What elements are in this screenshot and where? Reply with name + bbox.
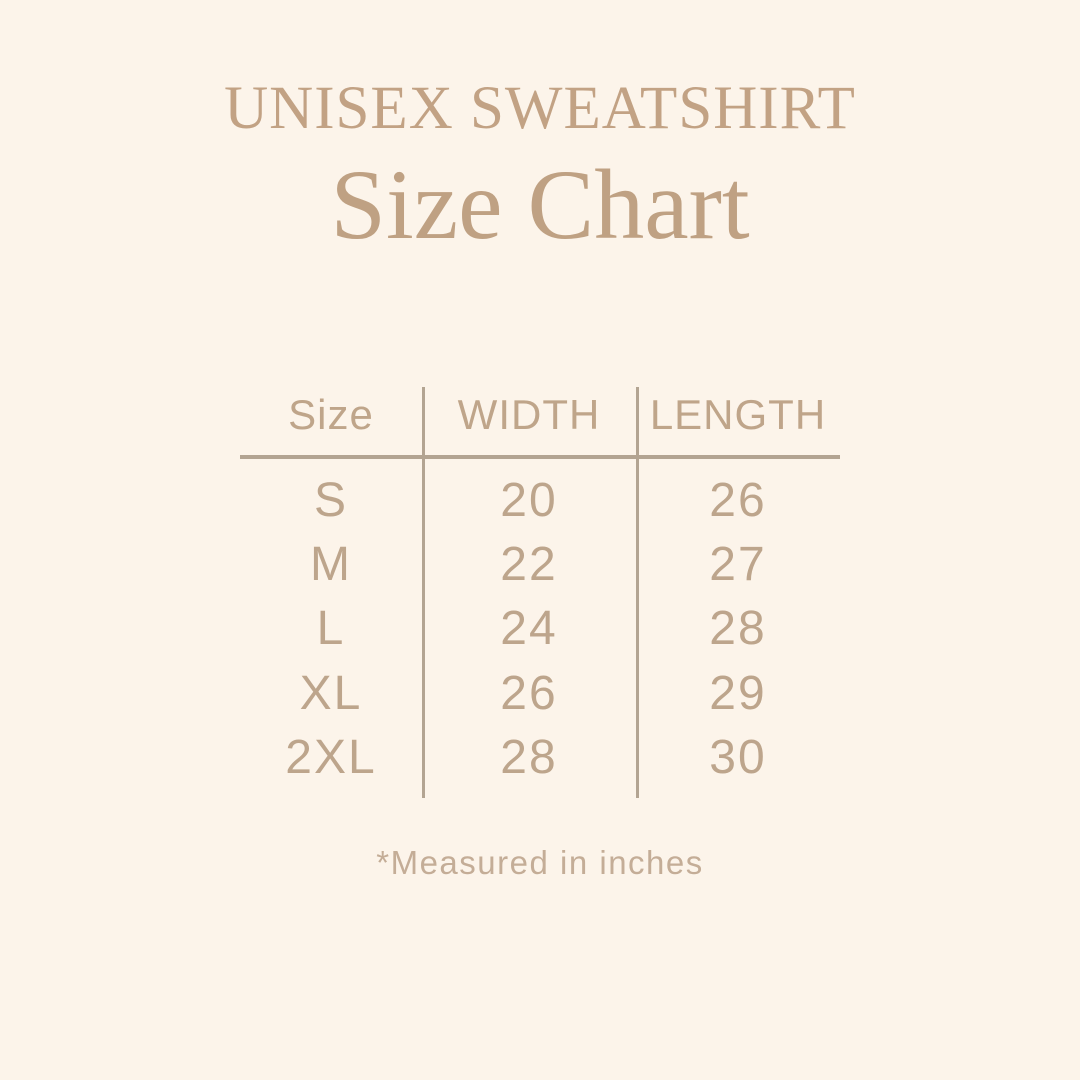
table-row: L 24 28 xyxy=(240,597,840,661)
length-cell: 26 xyxy=(709,473,767,527)
column-divider-2 xyxy=(636,387,639,798)
table-row: S 20 26 xyxy=(240,468,840,532)
width-cell: 28 xyxy=(500,730,558,784)
size-cell: XL xyxy=(299,666,363,720)
table-body: S 20 26 M 22 27 L 24 28 XL 26 29 2XL 28 … xyxy=(240,459,840,789)
length-cell: 27 xyxy=(709,537,767,591)
length-cell: 29 xyxy=(709,666,767,720)
width-cell: 20 xyxy=(500,473,558,527)
page-subtitle: Size Chart xyxy=(330,149,750,260)
size-cell: S xyxy=(313,473,348,527)
column-header-length: LENGTH xyxy=(649,391,827,438)
width-cell: 24 xyxy=(500,602,558,656)
column-divider-1 xyxy=(422,387,425,798)
header-underline xyxy=(240,455,840,459)
table-row: XL 26 29 xyxy=(240,661,840,725)
page-title: UNISEX SWEATSHIRT xyxy=(224,75,856,142)
table-row: M 22 27 xyxy=(240,532,840,596)
measurement-footnote: *Measured in inches xyxy=(376,844,704,881)
column-header-width: WIDTH xyxy=(457,391,601,438)
width-cell: 22 xyxy=(500,537,558,591)
size-chart-table: Size WIDTH LENGTH S 20 26 M 22 27 L 24 2… xyxy=(240,387,840,798)
length-cell: 28 xyxy=(709,602,767,656)
table-header-row: Size WIDTH LENGTH xyxy=(240,387,840,443)
size-cell: 2XL xyxy=(285,730,377,784)
size-cell: L xyxy=(316,602,346,656)
column-header-size: Size xyxy=(288,391,374,438)
width-cell: 26 xyxy=(500,666,558,720)
size-cell: M xyxy=(310,537,352,591)
table-row: 2XL 28 30 xyxy=(240,725,840,789)
length-cell: 30 xyxy=(709,730,767,784)
